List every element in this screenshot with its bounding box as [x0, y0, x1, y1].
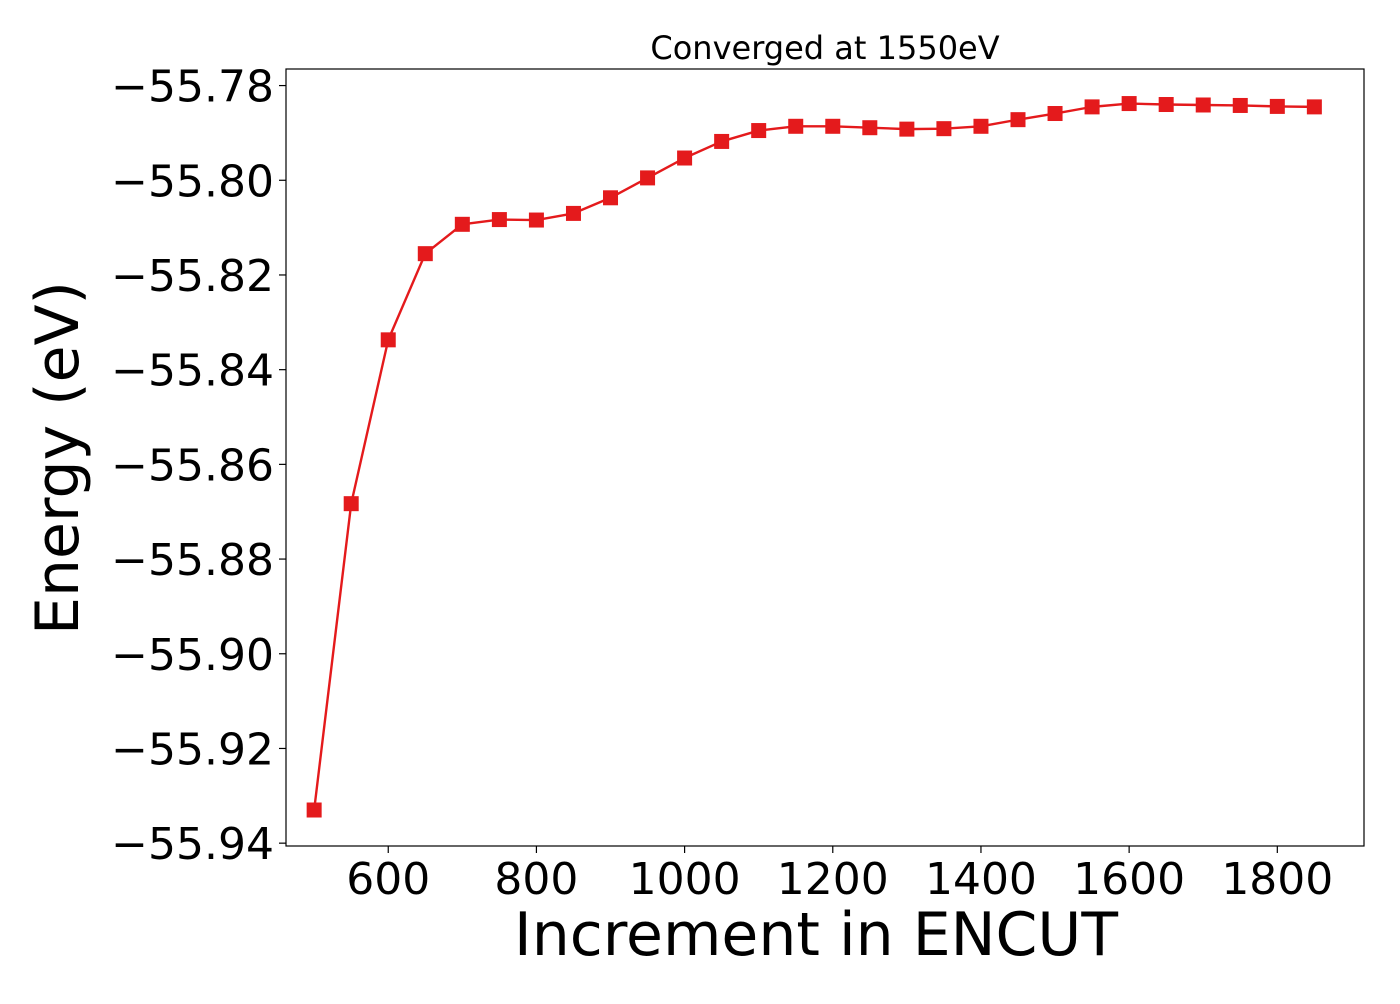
plot-frame	[285, 68, 1365, 847]
data-point-marker	[1306, 99, 1322, 115]
series-line	[312, 102, 1315, 811]
data-point-marker	[491, 212, 507, 228]
data-point-marker	[380, 332, 396, 348]
data-point-marker	[714, 133, 730, 149]
y-tick-label: −55.92	[111, 724, 274, 775]
y-tick-label: −55.86	[111, 440, 274, 491]
x-tick-label: 1000	[629, 854, 741, 905]
y-tick-label: −55.82	[111, 251, 274, 302]
data-point-marker	[973, 118, 989, 134]
data-point-marker	[1158, 97, 1174, 113]
data-point-marker	[825, 118, 841, 134]
data-point-marker	[677, 150, 693, 166]
data-point-marker	[640, 170, 656, 186]
data-point-marker	[936, 121, 952, 137]
data-point-marker	[862, 120, 878, 136]
y-tick-label: −55.80	[111, 156, 274, 207]
data-point-marker	[1121, 96, 1137, 112]
data-point-marker	[417, 246, 433, 262]
data-point-marker	[899, 121, 915, 137]
x-axis: 600 800 1000 1200 1400 1600 1800	[346, 846, 1333, 905]
y-axis: −55.94 −55.92 −55.90 −55.88 −55.86 −55.84 −55.…	[111, 62, 286, 870]
y-tick-label: −55.94	[111, 819, 274, 870]
series-layer	[306, 96, 1322, 818]
y-axis-title: Energy (eV)	[23, 281, 93, 635]
x-tick-label: 800	[494, 854, 578, 905]
x-tick-label: 1800	[1221, 854, 1333, 905]
chart-title: Converged at 1550eV	[650, 29, 999, 67]
data-point-marker	[1047, 106, 1063, 122]
data-point-marker	[1010, 112, 1026, 128]
x-tick-label: 1400	[925, 854, 1037, 905]
data-point-marker	[1195, 97, 1211, 113]
data-point-marker	[1084, 99, 1100, 115]
data-point-marker	[1232, 97, 1248, 113]
data-point-marker	[751, 123, 767, 139]
data-point-marker	[788, 118, 804, 134]
y-tick-label: −55.84	[111, 346, 274, 397]
y-tick-label: −55.90	[111, 630, 274, 681]
x-tick-label: 1200	[777, 854, 889, 905]
data-point-marker	[306, 802, 322, 818]
data-point-marker	[343, 496, 359, 512]
x-tick-label: 1600	[1073, 854, 1185, 905]
x-tick-label: 600	[346, 854, 430, 905]
y-tick-label: −55.78	[111, 62, 274, 113]
data-point-marker	[1269, 98, 1285, 114]
x-axis-title: Increment in ENCUT	[514, 900, 1118, 970]
y-tick-label: −55.88	[111, 535, 274, 586]
data-point-marker	[603, 190, 619, 206]
data-point-marker	[528, 212, 544, 228]
data-point-marker	[454, 216, 470, 232]
data-point-marker	[565, 205, 581, 221]
